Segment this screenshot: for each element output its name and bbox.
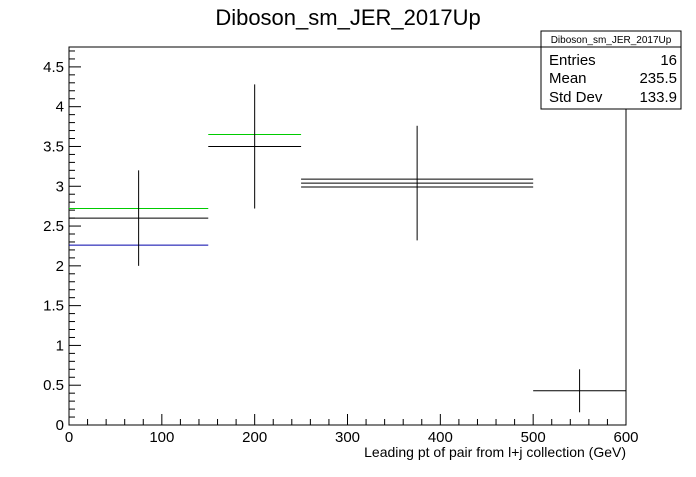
x-tick-label: 400 — [428, 429, 453, 446]
x-tick-label: 600 — [613, 429, 638, 446]
y-tick-label: 1.5 — [43, 298, 64, 315]
y-tick-label: 4 — [56, 99, 64, 116]
stats-box-frame — [540, 30, 682, 110]
y-tick-label: 2.5 — [43, 218, 64, 235]
chart-title: Diboson_sm_JER_2017Up — [215, 5, 480, 30]
x-tick-label: 100 — [149, 429, 174, 446]
stats-mean-value: 235.5 — [639, 70, 677, 87]
stats-box: Diboson_sm_JER_2017Up Entries 16 Mean 23… — [540, 30, 682, 110]
x-tick-label: 300 — [335, 429, 360, 446]
y-tick-label: 4.5 — [43, 59, 64, 76]
x-tick-label: 0 — [65, 429, 73, 446]
stats-box-title: Diboson_sm_JER_2017Up — [551, 35, 672, 46]
stats-stddev-value: 133.9 — [639, 89, 677, 106]
y-tick-label: 3.5 — [43, 138, 64, 155]
stats-entries-label: Entries — [549, 52, 596, 69]
y-tick-label: 1 — [56, 337, 64, 354]
stats-entries-value: 16 — [660, 52, 677, 69]
x-tick-label: 200 — [242, 429, 267, 446]
y-tick-label: 2 — [56, 258, 64, 275]
plot-area: 0 100 200 300 400 500 600 0 0.5 1 1.5 2 2.5 3 3.5 4 4.5 L… — [43, 46, 639, 460]
x-tick-label: 500 — [521, 429, 546, 446]
y-tick-label: 3 — [56, 178, 64, 195]
y-tick-label: 0.5 — [43, 377, 64, 394]
y-tick-label: 0 — [56, 417, 64, 434]
x-axis-label: Leading pt of pair from l+j collection (… — [364, 444, 626, 460]
stats-stddev-label: Std Dev — [549, 89, 603, 106]
stats-mean-label: Mean — [549, 70, 587, 87]
